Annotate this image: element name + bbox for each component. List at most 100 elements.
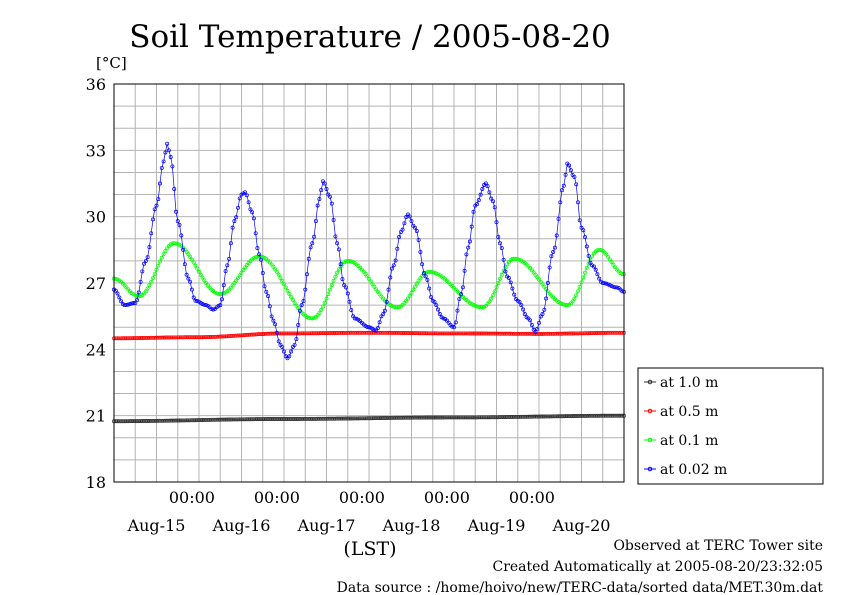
series-point (267, 417, 272, 421)
series-point (522, 312, 527, 316)
series-point (547, 331, 552, 336)
series-point (152, 418, 157, 423)
series-point (189, 418, 194, 423)
series-point (545, 281, 550, 285)
series-point (181, 247, 186, 252)
series-point (257, 417, 262, 422)
series-point (175, 219, 180, 224)
series-point (204, 281, 209, 286)
series-point (177, 222, 182, 227)
series-point (149, 279, 154, 284)
plot-frame (113, 83, 625, 483)
series-point (597, 276, 602, 281)
series-point (294, 337, 299, 342)
series-point (165, 335, 170, 340)
series-point (299, 303, 304, 308)
series-point (310, 241, 315, 246)
series-point (198, 272, 203, 277)
series-point (510, 331, 515, 336)
series-at-0-5-m (112, 330, 626, 341)
series-point (413, 331, 417, 336)
series-point (135, 419, 139, 424)
series-point (429, 270, 433, 274)
series-point (443, 331, 448, 336)
series-point (159, 165, 164, 170)
series-point (317, 197, 322, 201)
series-point (374, 287, 379, 292)
series-point (274, 330, 279, 335)
series-point (280, 331, 285, 336)
series-point (151, 217, 155, 222)
series-point (122, 336, 127, 341)
series-point (172, 187, 177, 191)
series-point (117, 419, 122, 424)
series-point (498, 276, 502, 281)
series-point (554, 414, 559, 419)
series-point (614, 413, 619, 418)
series-point (221, 283, 226, 288)
series-point (161, 252, 166, 257)
series-point (280, 344, 285, 349)
series-layer (112, 141, 626, 424)
series-point (522, 331, 527, 336)
series-point (230, 333, 235, 338)
series-point (595, 331, 600, 335)
series-point (336, 247, 341, 252)
series-point (312, 234, 317, 239)
series-point (159, 255, 164, 260)
series-point (491, 293, 495, 298)
series-point (503, 269, 508, 274)
series-point (572, 331, 577, 336)
series-point (469, 415, 474, 420)
series-point (244, 417, 249, 422)
series-point (257, 252, 262, 257)
series-point (549, 254, 554, 259)
series-point (570, 299, 575, 304)
series-point (228, 241, 233, 246)
series-point (142, 261, 147, 266)
series-point (335, 241, 340, 246)
series-point (239, 270, 244, 275)
series-point (202, 418, 207, 422)
series-point (322, 331, 327, 336)
series-point (407, 293, 412, 298)
series-point (478, 192, 483, 197)
series-point (583, 270, 587, 275)
series-point (485, 331, 490, 336)
series-point (577, 218, 582, 223)
series-point (552, 245, 557, 250)
series-point (487, 299, 492, 304)
series-point (395, 330, 400, 335)
series-point (467, 239, 472, 244)
series-point (590, 413, 595, 418)
series-point (342, 416, 347, 421)
series-point (158, 259, 162, 264)
series-point (560, 414, 564, 419)
series-point (499, 331, 504, 336)
series-point (499, 272, 504, 277)
series-point (390, 330, 394, 335)
series-point (136, 294, 141, 299)
y-tick-label: 30 (86, 208, 106, 227)
series-point (237, 196, 242, 201)
series-point (189, 287, 194, 292)
series-point (514, 256, 518, 261)
series-point (273, 322, 278, 327)
series-point (432, 415, 437, 420)
series-point (413, 415, 417, 420)
series-point (365, 324, 370, 329)
series-point (609, 260, 614, 264)
x-tick-time-label: 00:00 (254, 488, 300, 507)
series-point (492, 289, 497, 294)
series-point (400, 415, 405, 420)
series-point (202, 278, 207, 283)
series-point (188, 418, 193, 423)
series-point (420, 262, 425, 267)
series-point (234, 215, 239, 220)
series-point (188, 254, 193, 259)
x-tick-date-label: Aug-20 (552, 516, 611, 535)
series-point (535, 275, 540, 280)
series-point (202, 302, 207, 307)
series-point (393, 258, 398, 263)
series-point (140, 336, 145, 340)
